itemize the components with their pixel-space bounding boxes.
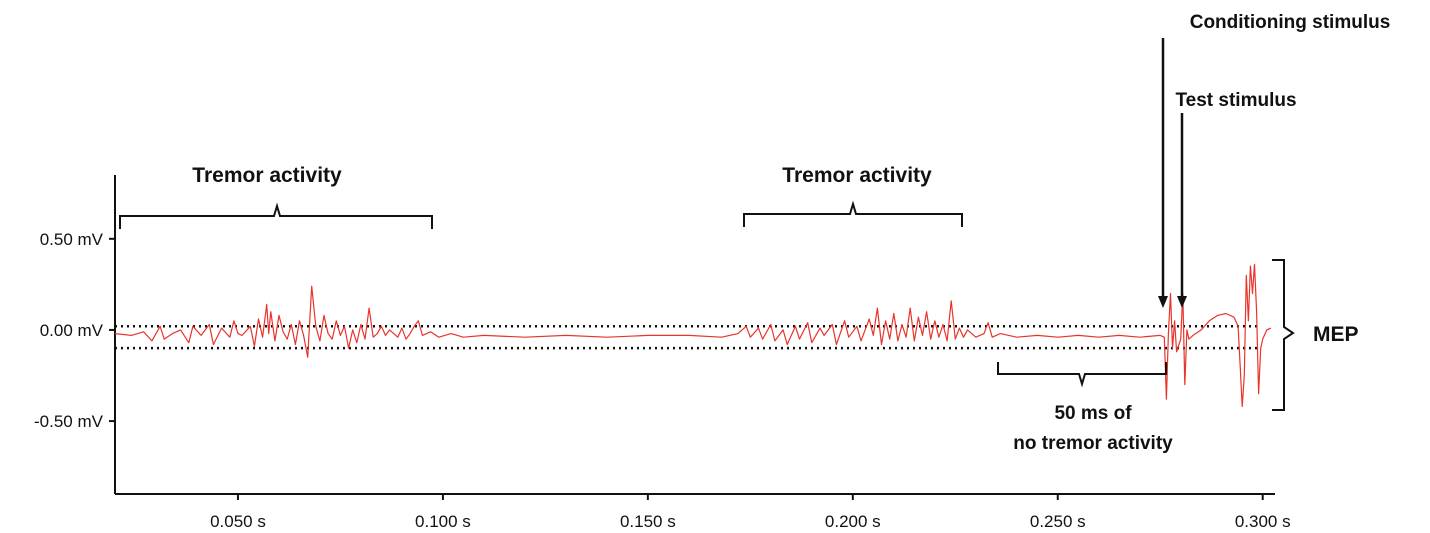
series-group bbox=[114, 263, 1272, 408]
axes: 0.50 mV 0.00 mV -0.50 mV 0.050 s 0.100 s 0.15… bbox=[34, 175, 1291, 531]
conditioning-stimulus-label: Conditioning stimulus bbox=[1190, 12, 1391, 33]
x-tick-label-5: 0.300 s bbox=[1235, 512, 1291, 531]
tremor-activity-label-1: Tremor activity bbox=[192, 164, 342, 187]
x-tick-label-2: 0.150 s bbox=[620, 512, 676, 531]
x-tick-label-3: 0.200 s bbox=[825, 512, 881, 531]
conditioning-stimulus-arrowhead bbox=[1158, 296, 1168, 308]
no-tremor-label-line-1: 50 ms of bbox=[1054, 403, 1132, 424]
mep-brace bbox=[1272, 259, 1295, 411]
tremor-activity-brace-1 bbox=[119, 202, 433, 229]
test-stimulus-label: Test stimulus bbox=[1175, 90, 1296, 111]
x-tick-label-0: 0.050 s bbox=[210, 512, 266, 531]
y-tick-label-2: -0.50 mV bbox=[34, 412, 104, 431]
emg-trace-line-0 bbox=[114, 263, 1272, 408]
x-tick-label-1: 0.100 s bbox=[415, 512, 471, 531]
no-tremor-brace bbox=[997, 362, 1167, 388]
tremor-activity-label-2: Tremor activity bbox=[782, 164, 932, 187]
no-tremor-label-line-2: no tremor activity bbox=[1013, 433, 1173, 454]
tremor-activity-brace-2 bbox=[743, 200, 963, 227]
mep-label: MEP bbox=[1313, 323, 1359, 346]
test-stimulus-arrowhead bbox=[1177, 296, 1187, 308]
y-tick-label-0: 0.50 mV bbox=[40, 230, 104, 249]
threshold-lines bbox=[115, 325, 1258, 350]
annotations: Tremor activity Tremor activity 50 ms of… bbox=[119, 12, 1391, 454]
y-tick-label-1: 0.00 mV bbox=[40, 321, 104, 340]
x-tick-label-4: 0.250 s bbox=[1030, 512, 1086, 531]
